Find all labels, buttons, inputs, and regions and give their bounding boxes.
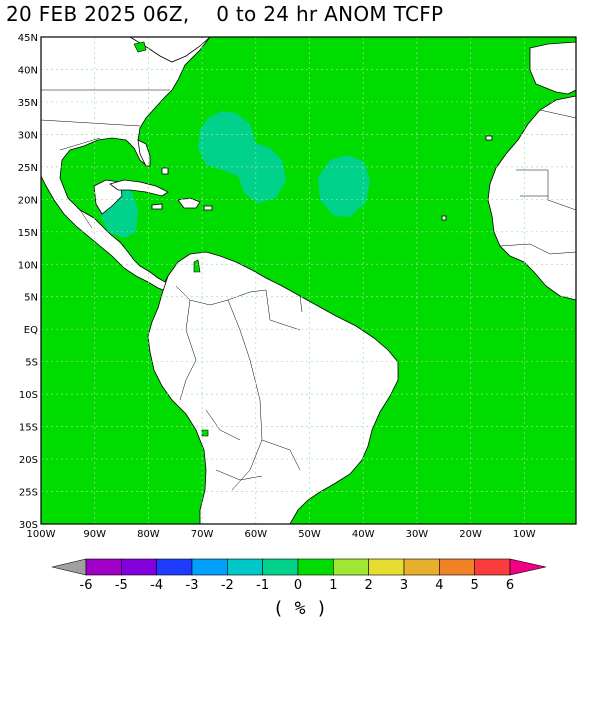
colorbar-segment bbox=[121, 558, 157, 576]
colorbar-label: 4 bbox=[435, 578, 443, 593]
colorbar-segment bbox=[262, 558, 299, 576]
land-hispaniola bbox=[177, 197, 201, 209]
map-title: 20 FEB 2025 06Z, 0 to 24 hr ANOM TCFP bbox=[6, 2, 596, 26]
land-cape-verde bbox=[441, 215, 447, 221]
colorbar-label: 2 bbox=[365, 578, 373, 593]
title-range: 0 to 24 hr ANOM TCFP bbox=[216, 2, 444, 26]
colorbar-arrow-high bbox=[509, 558, 547, 576]
colorbar-segment bbox=[85, 558, 122, 576]
lat-label: 15S bbox=[19, 423, 38, 434]
lat-label: 5S bbox=[25, 358, 38, 369]
colorbar-arrow-low bbox=[51, 558, 87, 576]
colorbar-segment bbox=[156, 558, 193, 576]
colorbar-label: 6 bbox=[506, 578, 514, 593]
colorbar-segment bbox=[474, 558, 511, 576]
land-bahamas bbox=[161, 167, 169, 175]
lon-label: 80W bbox=[137, 529, 160, 540]
map-frame bbox=[40, 36, 577, 525]
tcfp-anomaly-map: 45N 40N 35N 30N 25N 20N 15N 10N 5N EQ 5S 10S 15S 20S 2… bbox=[18, 33, 577, 593]
latitude-labels: 45N 40N 35N 30N 25N 20N 15N 10N 5N EQ 5S 10S 15S 20S 2… bbox=[18, 33, 38, 531]
lake-maracaibo bbox=[193, 259, 201, 273]
land-canada-east bbox=[128, 36, 212, 63]
lat-label: 40N bbox=[18, 65, 38, 76]
borders bbox=[40, 89, 577, 491]
lat-label: 45N bbox=[18, 33, 38, 44]
colorbar-label: 5 bbox=[471, 578, 479, 593]
lon-label: 60W bbox=[244, 529, 267, 540]
colorbar-label: 1 bbox=[329, 578, 337, 593]
colorbar-segment bbox=[439, 558, 475, 576]
colorbar-label: -1 bbox=[256, 578, 269, 593]
lat-label: 10N bbox=[18, 260, 38, 271]
lon-label: 50W bbox=[298, 529, 321, 540]
colorbar: -6 -5 -4 -3 -2 -1 0 1 2 3 4 5 6 bbox=[51, 558, 547, 593]
colorbar-segment bbox=[368, 558, 405, 576]
land-europe bbox=[529, 41, 577, 95]
lon-label: 90W bbox=[83, 529, 106, 540]
gridlines bbox=[41, 37, 576, 524]
colorbar-label: -4 bbox=[150, 578, 163, 593]
land-yucatan bbox=[93, 179, 123, 215]
lon-label: 30W bbox=[406, 529, 429, 540]
lon-label: 10W bbox=[513, 529, 536, 540]
lat-label: 25S bbox=[19, 488, 38, 499]
lakes bbox=[133, 41, 209, 437]
lat-label: 20S bbox=[19, 455, 38, 466]
land-north-america bbox=[40, 36, 211, 293]
anomaly-blob-atlantic-north bbox=[198, 111, 286, 203]
lon-label: 20W bbox=[459, 529, 482, 540]
lake-titicaca bbox=[201, 429, 209, 437]
lat-label: 10S bbox=[19, 390, 38, 401]
lake-great-lakes bbox=[133, 41, 147, 53]
colorbar-label: -6 bbox=[80, 578, 93, 593]
colorbar-unit: ( % ) bbox=[272, 598, 328, 619]
colorbar-segment bbox=[191, 558, 228, 576]
colorbar-segment bbox=[297, 558, 334, 576]
lat-label: 20N bbox=[18, 195, 38, 206]
colorbar-label: -2 bbox=[221, 578, 234, 593]
lat-label: 25N bbox=[18, 163, 38, 174]
lat-label: 30N bbox=[18, 130, 38, 141]
land-puerto-rico bbox=[203, 205, 213, 211]
land-south-america bbox=[147, 251, 399, 525]
lat-label: 35N bbox=[18, 98, 38, 109]
title-date: 20 FEB 2025 06Z, bbox=[6, 2, 190, 26]
anomaly-blob-atlantic-central bbox=[318, 155, 370, 217]
land bbox=[40, 36, 577, 525]
colorbar-segment bbox=[403, 558, 440, 576]
colorbar-segment bbox=[227, 558, 263, 576]
colorbar-label: 0 bbox=[294, 578, 302, 593]
lat-label: 5N bbox=[24, 293, 38, 304]
colorbar-segment bbox=[333, 558, 369, 576]
colorbar-label: -3 bbox=[186, 578, 199, 593]
land-africa bbox=[487, 95, 577, 301]
land-cuba bbox=[109, 179, 169, 197]
lat-label: 30S bbox=[19, 520, 38, 531]
land-canary-islands bbox=[485, 135, 493, 141]
lon-label: 70W bbox=[191, 529, 214, 540]
lat-label: 15N bbox=[18, 228, 38, 239]
lon-label: 100W bbox=[27, 529, 56, 540]
land-florida bbox=[137, 139, 151, 167]
colorbar-label: -5 bbox=[115, 578, 128, 593]
colorbar-label: 3 bbox=[400, 578, 408, 593]
longitude-labels: 100W 90W 80W 70W 60W 50W 40W 30W 20W 10W bbox=[27, 529, 536, 540]
lat-label: EQ bbox=[24, 325, 38, 336]
land-jamaica bbox=[151, 203, 163, 210]
lon-label: 40W bbox=[352, 529, 375, 540]
